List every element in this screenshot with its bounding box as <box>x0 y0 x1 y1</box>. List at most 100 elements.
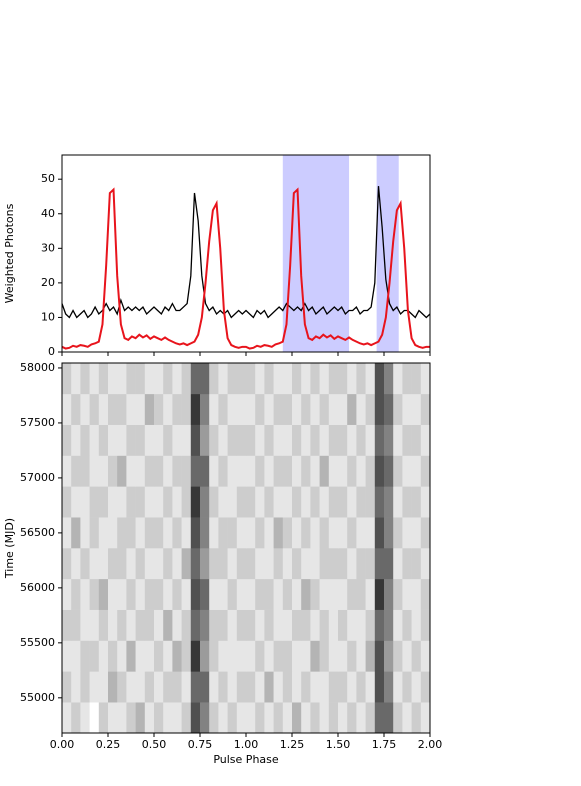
heatmap-cell <box>89 671 100 703</box>
heatmap-cell <box>393 702 403 734</box>
heatmap-cell <box>236 424 247 456</box>
heatmap-cell <box>117 517 127 549</box>
heatmap-cell <box>80 486 90 518</box>
heatmap-cell <box>310 455 320 487</box>
y-tick-label: 0 <box>48 345 55 358</box>
y-tick-label: 56500 <box>20 526 55 539</box>
heatmap-cell <box>255 486 265 518</box>
heatmap-cell <box>154 671 164 703</box>
heatmap-cell <box>393 671 403 703</box>
heatmap-cell <box>218 578 228 610</box>
heatmap-cell <box>62 517 72 549</box>
heatmap-cell <box>126 517 136 549</box>
heatmap-cell <box>62 486 72 518</box>
heatmap-cell <box>328 393 339 425</box>
heatmap-cell <box>384 363 394 395</box>
heatmap-cell <box>154 548 164 580</box>
heatmap-cell <box>319 609 330 641</box>
heatmap-cell <box>402 363 412 395</box>
heatmap-cell <box>236 393 247 425</box>
heatmap-cell <box>301 455 311 487</box>
heatmap-cell <box>328 702 339 734</box>
heatmap-cell <box>181 578 192 610</box>
heatmap-cell <box>402 393 412 425</box>
heatmap-cell <box>236 702 247 734</box>
heatmap-cell <box>117 363 127 395</box>
heatmap-cell <box>200 609 210 641</box>
heatmap-cell <box>310 640 320 672</box>
heatmap-cell <box>126 363 136 395</box>
heatmap-cell <box>200 393 210 425</box>
heatmap-cell <box>246 702 256 734</box>
heatmap-cell <box>108 609 118 641</box>
heatmap-cell <box>62 609 72 641</box>
heatmap-cell <box>154 486 164 518</box>
heatmap-cell <box>218 517 228 549</box>
line-series <box>61 186 431 319</box>
heatmap-cell <box>227 609 238 641</box>
heatmap-cell <box>292 702 302 734</box>
heatmap-cell <box>126 486 136 518</box>
heatmap-cell <box>80 517 90 549</box>
heatmap-cell <box>264 455 274 487</box>
heatmap-cell <box>402 702 412 734</box>
heatmap-cell <box>282 609 293 641</box>
heatmap-cell <box>347 640 357 672</box>
x-tick-label: 0.75 <box>188 738 213 751</box>
heatmap-cell <box>365 486 376 518</box>
heatmap-cell <box>117 486 127 518</box>
heatmap-cell <box>154 609 164 641</box>
heatmap-cell <box>338 517 348 549</box>
heatmap-cell <box>181 424 192 456</box>
heatmap-cell <box>71 640 81 672</box>
heatmap-cell <box>144 578 155 610</box>
heatmap-cell <box>319 363 330 395</box>
heatmap-cell <box>126 393 136 425</box>
heatmap-cell <box>62 393 72 425</box>
heatmap-cell <box>365 578 376 610</box>
heatmap-cell <box>71 702 81 734</box>
heatmap-cell <box>292 424 302 456</box>
heatmap-cell <box>301 424 311 456</box>
heatmap-cell <box>62 424 72 456</box>
heatmap-cell <box>209 486 219 518</box>
heatmap-cell <box>172 486 182 518</box>
heatmap-cell <box>181 486 192 518</box>
heatmap-cell <box>135 671 146 703</box>
heatmap-cell <box>384 548 394 580</box>
heatmap-cell <box>144 517 155 549</box>
heatmap-cell <box>98 486 109 518</box>
heatmap-cell <box>246 486 256 518</box>
heatmap-cell <box>209 640 219 672</box>
heatmap-cell <box>190 640 201 672</box>
heatmap-cell <box>420 578 431 610</box>
heatmap-cell <box>236 671 247 703</box>
heatmap-cell <box>236 363 247 395</box>
heatmap-cell <box>264 424 274 456</box>
heatmap-cell <box>154 702 164 734</box>
heatmap-cell <box>365 609 376 641</box>
heatmap-cell <box>227 640 238 672</box>
heatmap-cell <box>347 455 357 487</box>
heatmap-cell <box>411 702 422 734</box>
heatmap-cell <box>374 455 385 487</box>
heatmap-cell <box>236 640 247 672</box>
x-tick-label: 0.50 <box>142 738 167 751</box>
heatmap-cell <box>338 548 348 580</box>
heatmap-cell <box>402 640 412 672</box>
line-series <box>61 187 430 350</box>
heatmap-cell <box>117 424 127 456</box>
heatmap-cell <box>172 609 182 641</box>
heatmap-cell <box>264 578 274 610</box>
heatmap-cell <box>190 578 201 610</box>
heatmap-cell <box>144 486 155 518</box>
heatmap-cell <box>163 548 173 580</box>
heatmap-cell <box>273 517 284 549</box>
heatmap-cell <box>384 424 394 456</box>
y-tick-label: 10 <box>41 310 55 323</box>
heatmap-cell <box>328 578 339 610</box>
heatmap-cell <box>144 548 155 580</box>
heatmap-cell <box>374 424 385 456</box>
heatmap-cell <box>420 702 431 734</box>
heatmap-cell <box>117 609 127 641</box>
